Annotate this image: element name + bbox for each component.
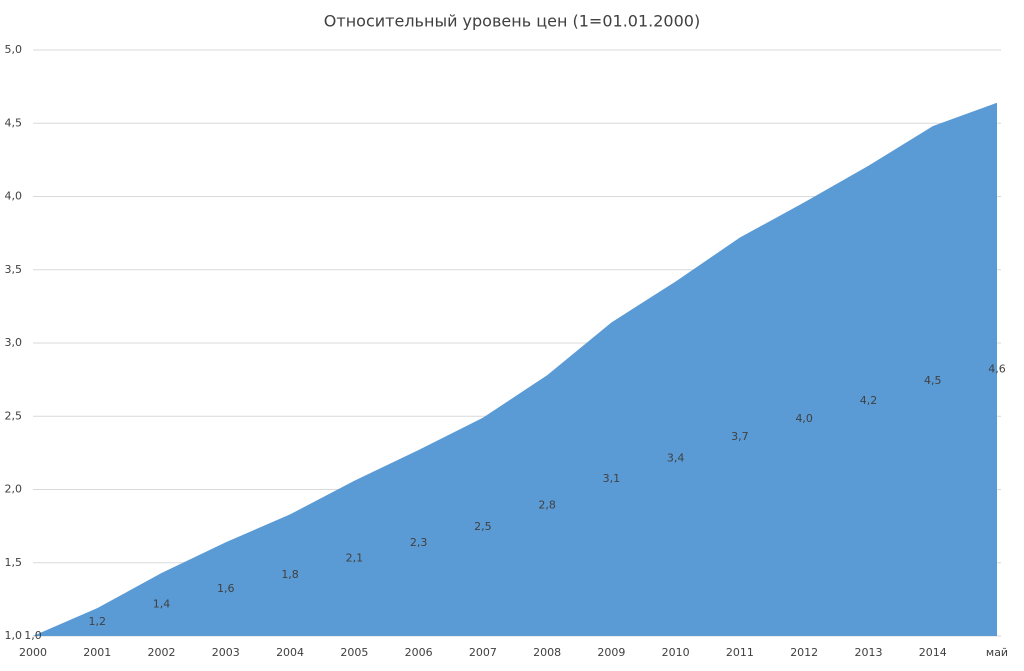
x-tick-label: 2012 — [790, 646, 818, 659]
y-tick-label: 4,0 — [5, 190, 23, 203]
y-tick-label: 3,0 — [5, 336, 23, 349]
x-tick-label: 2001 — [83, 646, 111, 659]
data-label: 4,0 — [795, 412, 813, 425]
data-label: 2,1 — [346, 551, 364, 564]
x-tick-label: 2007 — [469, 646, 497, 659]
data-label: 2,3 — [410, 536, 428, 549]
x-tick-label: 2011 — [726, 646, 754, 659]
x-tick-label: 2004 — [276, 646, 304, 659]
x-tick-label: 2000 — [19, 646, 47, 659]
data-label: 1,2 — [89, 615, 107, 628]
x-tick-label: 2009 — [597, 646, 625, 659]
x-tick-label: 2014 — [919, 646, 947, 659]
x-tick-label: май — [986, 646, 1008, 659]
data-label: 2,5 — [474, 520, 492, 533]
y-tick-label: 5,0 — [5, 43, 23, 56]
x-tick-label: 2003 — [212, 646, 240, 659]
chart-title: Относительный уровень цен (1=01.01.2000) — [324, 12, 700, 31]
data-label: 3,1 — [603, 472, 621, 485]
y-tick-label: 1,5 — [5, 556, 23, 569]
data-label: 1,6 — [217, 582, 235, 595]
data-label: 1,0 — [24, 629, 42, 642]
data-label: 4,5 — [924, 374, 942, 387]
x-tick-label: 2005 — [340, 646, 368, 659]
y-tick-label: 3,5 — [5, 263, 23, 276]
data-label: 1,4 — [153, 598, 171, 611]
data-label: 2,8 — [538, 499, 556, 512]
x-tick-label: 2013 — [854, 646, 882, 659]
x-tick-label: 2006 — [405, 646, 433, 659]
data-label: 1,8 — [281, 568, 299, 581]
x-tick-label: 2008 — [533, 646, 561, 659]
data-label: 4,6 — [988, 362, 1006, 375]
y-tick-label: 1,0 — [5, 629, 23, 642]
data-label: 3,4 — [667, 452, 685, 465]
y-tick-label: 2,5 — [5, 409, 23, 422]
y-tick-label: 4,5 — [5, 116, 23, 129]
x-tick-label: 2010 — [662, 646, 690, 659]
data-label: 3,7 — [731, 430, 749, 443]
y-tick-label: 2,0 — [5, 483, 23, 496]
area — [33, 102, 997, 637]
x-tick-label: 2002 — [148, 646, 176, 659]
data-label: 4,2 — [860, 394, 878, 407]
